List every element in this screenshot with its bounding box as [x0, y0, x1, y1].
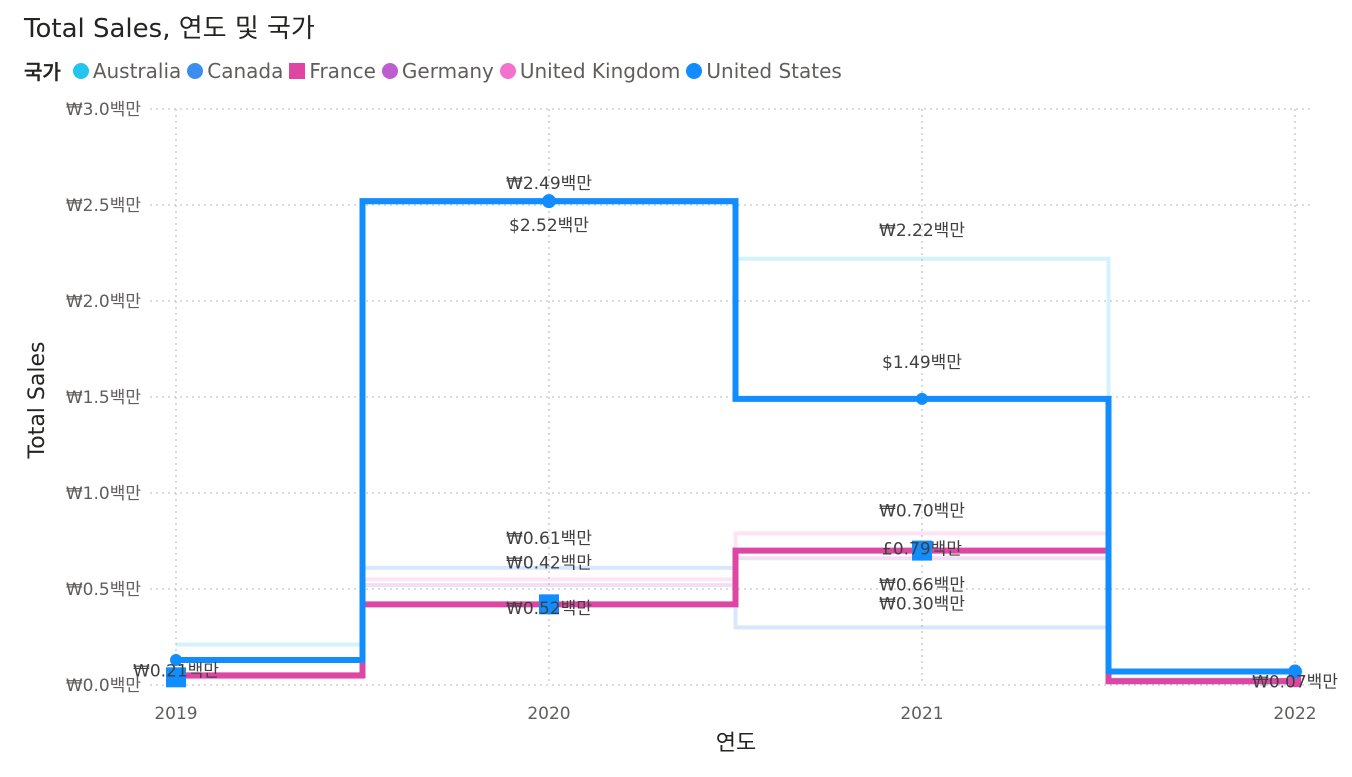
data-point[interactable] [1288, 664, 1302, 679]
x-tick-label: 2019 [154, 704, 197, 724]
data-label: £0.79백만 [882, 539, 962, 559]
legend-item-united-kingdom[interactable]: United Kingdom [499, 58, 681, 83]
data-point[interactable] [539, 594, 559, 615]
legend-item-australia[interactable]: Australia [72, 58, 182, 83]
data-label: ₩0.52백만 [506, 599, 592, 619]
legend-label: United Kingdom [519, 58, 681, 83]
y-tick-label: ₩1.5백만 [66, 388, 141, 408]
data-label: $2.52백만 [509, 216, 589, 236]
y-tick-label: ₩2.0백만 [66, 292, 141, 312]
legend-label: France [309, 58, 376, 83]
y-tick-label: ₩1.0백만 [66, 484, 141, 504]
legend-item-germany[interactable]: Germany [381, 58, 494, 83]
data-label: $1.49백만 [882, 353, 962, 373]
data-label: ₩0.07백만 [1252, 673, 1338, 693]
y-axis-title: Total Sales [25, 342, 50, 460]
legend: 국가 Australia Canada France Germany United Ki… [24, 56, 848, 85]
data-label: ₩0.42백만 [506, 553, 592, 573]
legend-marker [381, 62, 398, 79]
legend-marker [187, 62, 204, 79]
legend-label: Canada [207, 58, 284, 83]
x-tick-label: 2022 [1273, 704, 1316, 724]
data-point[interactable] [166, 667, 186, 688]
data-point[interactable] [1289, 675, 1301, 688]
legend-label: Germany [401, 58, 494, 83]
legend-item-france[interactable]: France [289, 59, 376, 83]
data-label: ₩0.70백만 [879, 502, 965, 522]
y-tick-label: ₩3.0백만 [66, 100, 141, 120]
data-label: ₩0.21백만 [133, 662, 219, 682]
legend-marker [289, 62, 306, 79]
x-tick-label: 2020 [527, 704, 570, 724]
data-point[interactable] [916, 392, 928, 405]
y-tick-label: ₩0.0백만 [66, 676, 141, 696]
data-label: ₩2.49백만 [506, 174, 592, 194]
x-axis-title: 연도 [716, 731, 756, 756]
data-label: ₩0.66백만 [879, 575, 965, 595]
legend-marker [686, 62, 703, 79]
legend-marker [499, 62, 516, 79]
data-point[interactable] [912, 540, 932, 561]
y-tick-label: ₩2.5백만 [66, 196, 141, 216]
legend-title: 국가 [24, 60, 61, 84]
data-point[interactable] [542, 194, 556, 209]
legend-label: Australia [92, 58, 182, 83]
legend-item-united-states[interactable]: United States [686, 58, 842, 83]
data-label: ₩0.30백만 [879, 594, 965, 614]
legend-label: United States [706, 58, 842, 83]
legend-marker [72, 62, 89, 79]
y-tick-label: ₩0.5백만 [66, 580, 141, 600]
chart-title: Total Sales, 연도 및 국가 [24, 14, 315, 44]
data-label: ₩0.61백만 [506, 529, 592, 549]
data-point[interactable] [170, 654, 182, 667]
x-tick-label: 2021 [900, 704, 943, 724]
series-line-united-states[interactable] [176, 198, 1295, 675]
legend-item-canada[interactable]: Canada [187, 59, 283, 83]
data-label: ₩2.22백만 [879, 221, 965, 241]
